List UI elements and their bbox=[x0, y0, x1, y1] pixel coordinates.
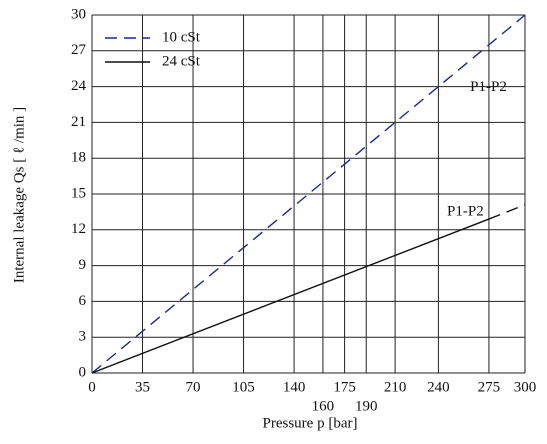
y-tick-label: 9 bbox=[79, 257, 87, 273]
x-tick-label: 0 bbox=[88, 379, 96, 395]
y-tick-label: 12 bbox=[71, 221, 86, 237]
legend-label: 24 cSt bbox=[162, 53, 201, 69]
x-tick-label: 175 bbox=[333, 379, 356, 395]
series-line bbox=[488, 204, 526, 220]
series-line bbox=[91, 218, 490, 374]
x-tick-label: 190 bbox=[355, 398, 378, 414]
x-tick-label: 35 bbox=[135, 379, 150, 395]
x-tick-label: 70 bbox=[186, 379, 201, 395]
legend-label: 10 cSt bbox=[162, 29, 201, 45]
x-tick-label: 300 bbox=[514, 379, 537, 395]
y-tick-label: 6 bbox=[79, 293, 87, 309]
y-tick-label: 30 bbox=[71, 6, 86, 22]
x-tick-label: 275 bbox=[478, 379, 501, 395]
y-tick-label: 21 bbox=[71, 114, 86, 130]
x-tick-label: 210 bbox=[384, 379, 407, 395]
y-tick-label: 27 bbox=[71, 42, 87, 58]
y-tick-label: 0 bbox=[79, 364, 87, 380]
y-tick-label: 18 bbox=[71, 150, 86, 166]
x-tick-label: 240 bbox=[427, 379, 450, 395]
x-tick-label: 160 bbox=[312, 398, 335, 414]
y-axis-label: Internal leakage Qs [ ℓ /min ] bbox=[11, 107, 27, 283]
annotation: P1-P2 bbox=[447, 203, 484, 219]
x-axis-label: Pressure p [bar] bbox=[263, 415, 358, 431]
annotation: P1-P2 bbox=[470, 79, 507, 95]
x-tick-label: 140 bbox=[283, 379, 306, 395]
y-tick-label: 3 bbox=[79, 329, 87, 345]
y-tick-label: 24 bbox=[71, 78, 87, 94]
x-tick-label: 105 bbox=[232, 379, 255, 395]
y-tick-label: 15 bbox=[71, 185, 86, 201]
